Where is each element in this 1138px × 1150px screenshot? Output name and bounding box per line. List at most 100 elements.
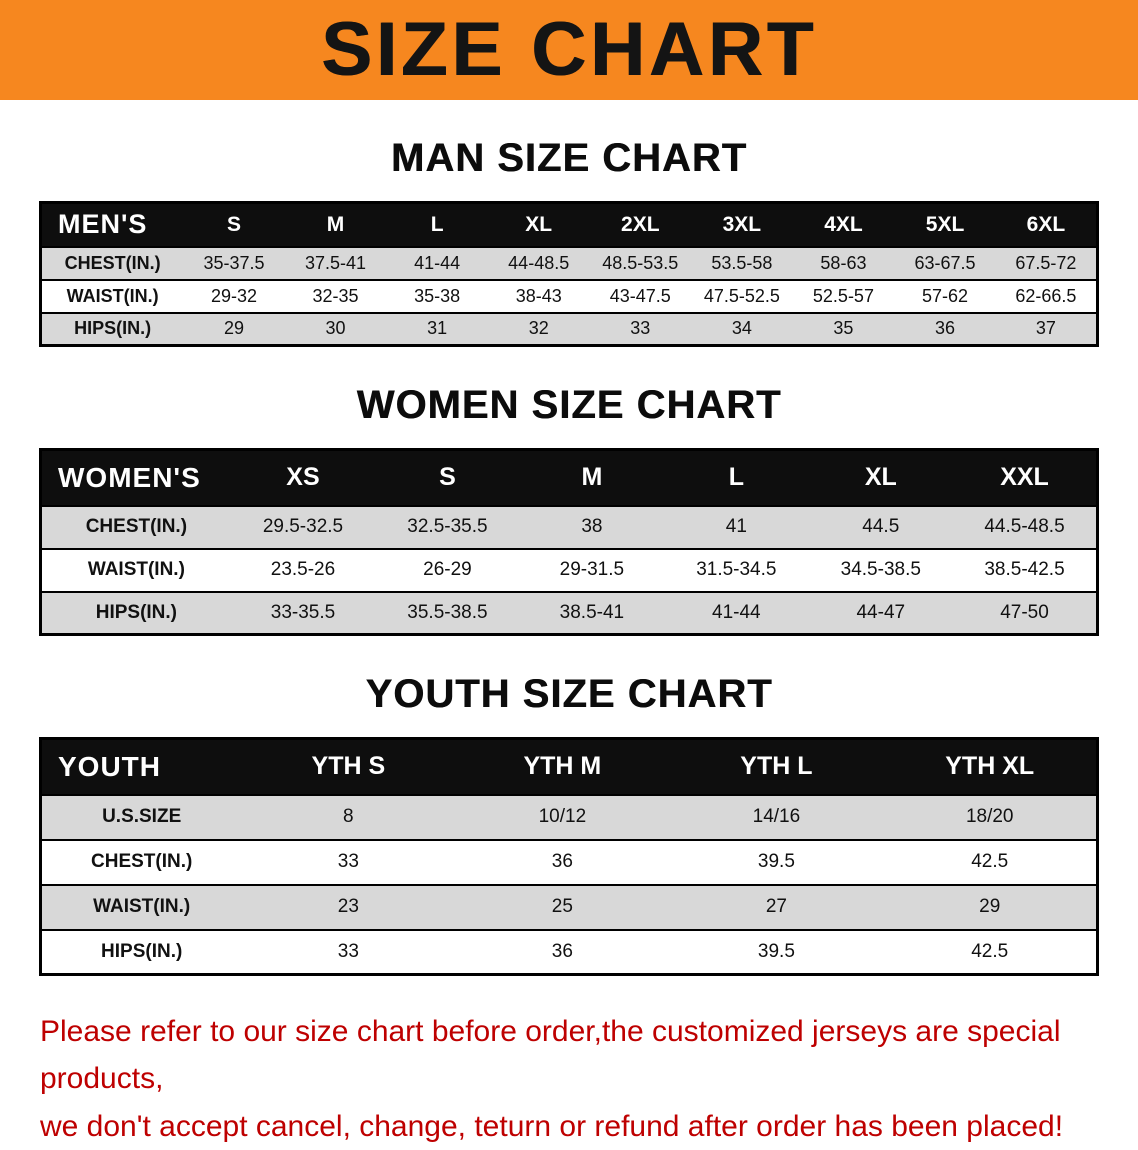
women-table-row: WAIST(IN.) 23.5-26 26-29 29-31.5 31.5-34.5 34…	[40, 547, 1098, 593]
youth-row-label: CHEST(IN.)	[40, 838, 242, 886]
women-column-header: XS	[230, 448, 376, 507]
women-cell-value: 41	[664, 504, 809, 550]
youth-row-label: HIPS(IN.)	[40, 928, 242, 976]
youth-table-row: HIPS(IN.) 33 36 39.5 42.5	[40, 928, 1098, 976]
men-cell-value: 52.5-57	[792, 278, 895, 314]
youth-cell-value: 39.5	[669, 928, 884, 976]
youth-cell-value: 14/16	[669, 793, 884, 841]
women-cell-value: 34.5-38.5	[808, 547, 954, 593]
women-row-label: CHEST(IN.)	[40, 504, 231, 550]
women-cell-value: 32.5-35.5	[375, 504, 520, 550]
men-table-row: HIPS(IN.) 29 30 31 32 33 34 35 36 37	[40, 311, 1098, 347]
women-cell-value: 44.5-48.5	[953, 504, 1098, 550]
youth-cell-value: 18/20	[883, 793, 1098, 841]
men-header-row: MEN'S S M L XL 2XL 3XL 4XL 5XL 6XL	[40, 201, 1098, 248]
women-row-label: HIPS(IN.)	[40, 590, 231, 636]
banner-title: SIZE CHART	[321, 7, 817, 92]
youth-table-row: WAIST(IN.) 23 25 27 29	[40, 883, 1098, 931]
men-cell-value: 53.5-58	[691, 245, 793, 281]
youth-cell-value: 25	[455, 883, 670, 931]
women-column-header: S	[375, 448, 520, 507]
women-cell-value: 29-31.5	[519, 547, 665, 593]
youth-cell-value: 33	[241, 838, 456, 886]
women-column-header: XL	[808, 448, 954, 507]
men-column-header: 5XL	[894, 201, 996, 248]
men-cell-value: 63-67.5	[894, 245, 996, 281]
youth-row-label: WAIST(IN.)	[40, 883, 242, 931]
men-row-label: WAIST(IN.)	[40, 278, 184, 314]
men-cell-value: 47.5-52.5	[691, 278, 793, 314]
women-cell-value: 33-35.5	[230, 590, 376, 636]
men-table-row: CHEST(IN.) 35-37.5 37.5-41 41-44 44-48.5 48.5…	[40, 245, 1098, 281]
youth-cell-value: 29	[883, 883, 1098, 931]
men-cell-value: 29	[183, 311, 285, 347]
men-corner-label: MEN'S	[40, 201, 184, 248]
youth-cell-value: 33	[241, 928, 456, 976]
youth-column-header: YTH L	[669, 737, 884, 796]
women-cell-value: 44.5	[808, 504, 954, 550]
youth-cell-value: 39.5	[669, 838, 884, 886]
women-corner-label: WOMEN'S	[40, 448, 231, 507]
youth-header-row: YOUTH YTH S YTH M YTH L YTH XL	[40, 737, 1098, 796]
women-column-header: L	[664, 448, 809, 507]
men-column-header: 2XL	[589, 201, 692, 248]
men-cell-value: 33	[589, 311, 692, 347]
men-cell-value: 62-66.5	[995, 278, 1098, 314]
women-table-row: HIPS(IN.) 33-35.5 35.5-38.5 38.5-41 41-44 44-…	[40, 590, 1098, 636]
men-cell-value: 37	[995, 311, 1098, 347]
men-column-header: XL	[487, 201, 590, 248]
women-column-header: M	[519, 448, 665, 507]
youth-size-table: YOUTH YTH S YTH M YTH L YTH XL U.S.SIZE 8 10/12…	[39, 737, 1099, 976]
youth-cell-value: 23	[241, 883, 456, 931]
men-cell-value: 29-32	[183, 278, 285, 314]
women-section: WOMEN SIZE CHART WOMEN'S XS S M L XL XXL CHEST(…	[0, 383, 1138, 636]
men-cell-value: 58-63	[792, 245, 895, 281]
banner: SIZE CHART	[0, 0, 1138, 100]
men-row-label: HIPS(IN.)	[40, 311, 184, 347]
men-column-header: 4XL	[792, 201, 895, 248]
men-cell-value: 35	[792, 311, 895, 347]
men-cell-value: 38-43	[487, 278, 590, 314]
men-cell-value: 48.5-53.5	[589, 245, 692, 281]
men-table-row: WAIST(IN.) 29-32 32-35 35-38 38-43 43-47.5 47.…	[40, 278, 1098, 314]
youth-cell-value: 42.5	[883, 928, 1098, 976]
youth-corner-label: YOUTH	[40, 737, 242, 796]
men-cell-value: 44-48.5	[487, 245, 590, 281]
men-cell-value: 43-47.5	[589, 278, 692, 314]
men-cell-value: 37.5-41	[284, 245, 387, 281]
men-cell-value: 36	[894, 311, 996, 347]
women-row-label: WAIST(IN.)	[40, 547, 231, 593]
women-cell-value: 44-47	[808, 590, 954, 636]
women-header-row: WOMEN'S XS S M L XL XXL	[40, 448, 1098, 507]
women-cell-value: 47-50	[953, 590, 1098, 636]
youth-column-header: YTH M	[455, 737, 670, 796]
men-cell-value: 31	[386, 311, 488, 347]
note-line-2: we don't accept cancel, change, teturn o…	[40, 1109, 1064, 1143]
men-column-header: 6XL	[995, 201, 1098, 248]
men-row-label: CHEST(IN.)	[40, 245, 184, 281]
youth-cell-value: 36	[455, 838, 670, 886]
women-size-table: WOMEN'S XS S M L XL XXL CHEST(IN.) 29.5-32.5 32.5…	[39, 448, 1099, 636]
youth-row-label: U.S.SIZE	[40, 793, 242, 841]
women-cell-value: 26-29	[375, 547, 520, 593]
women-cell-value: 41-44	[664, 590, 809, 636]
women-table-row: CHEST(IN.) 29.5-32.5 32.5-35.5 38 41 44.5 44.5…	[40, 504, 1098, 550]
men-cell-value: 34	[691, 311, 793, 347]
youth-table-row: U.S.SIZE 8 10/12 14/16 18/20	[40, 793, 1098, 841]
youth-column-header: YTH XL	[883, 737, 1098, 796]
men-cell-value: 35-37.5	[183, 245, 285, 281]
youth-table-row: CHEST(IN.) 33 36 39.5 42.5	[40, 838, 1098, 886]
youth-cell-value: 27	[669, 883, 884, 931]
women-cell-value: 38.5-41	[519, 590, 665, 636]
youth-section: YOUTH SIZE CHART YOUTH YTH S YTH M YTH L YTH…	[0, 672, 1138, 976]
men-cell-value: 30	[284, 311, 387, 347]
men-heading: MAN SIZE CHART	[390, 136, 748, 180]
women-column-header: XXL	[953, 448, 1098, 507]
youth-heading: YOUTH SIZE CHART	[365, 672, 773, 716]
youth-cell-value: 8	[241, 793, 456, 841]
men-column-header: 3XL	[691, 201, 793, 248]
youth-cell-value: 10/12	[455, 793, 670, 841]
men-cell-value: 35-38	[386, 278, 488, 314]
note-line-1: Please refer to our size chart before or…	[40, 1015, 1061, 1096]
